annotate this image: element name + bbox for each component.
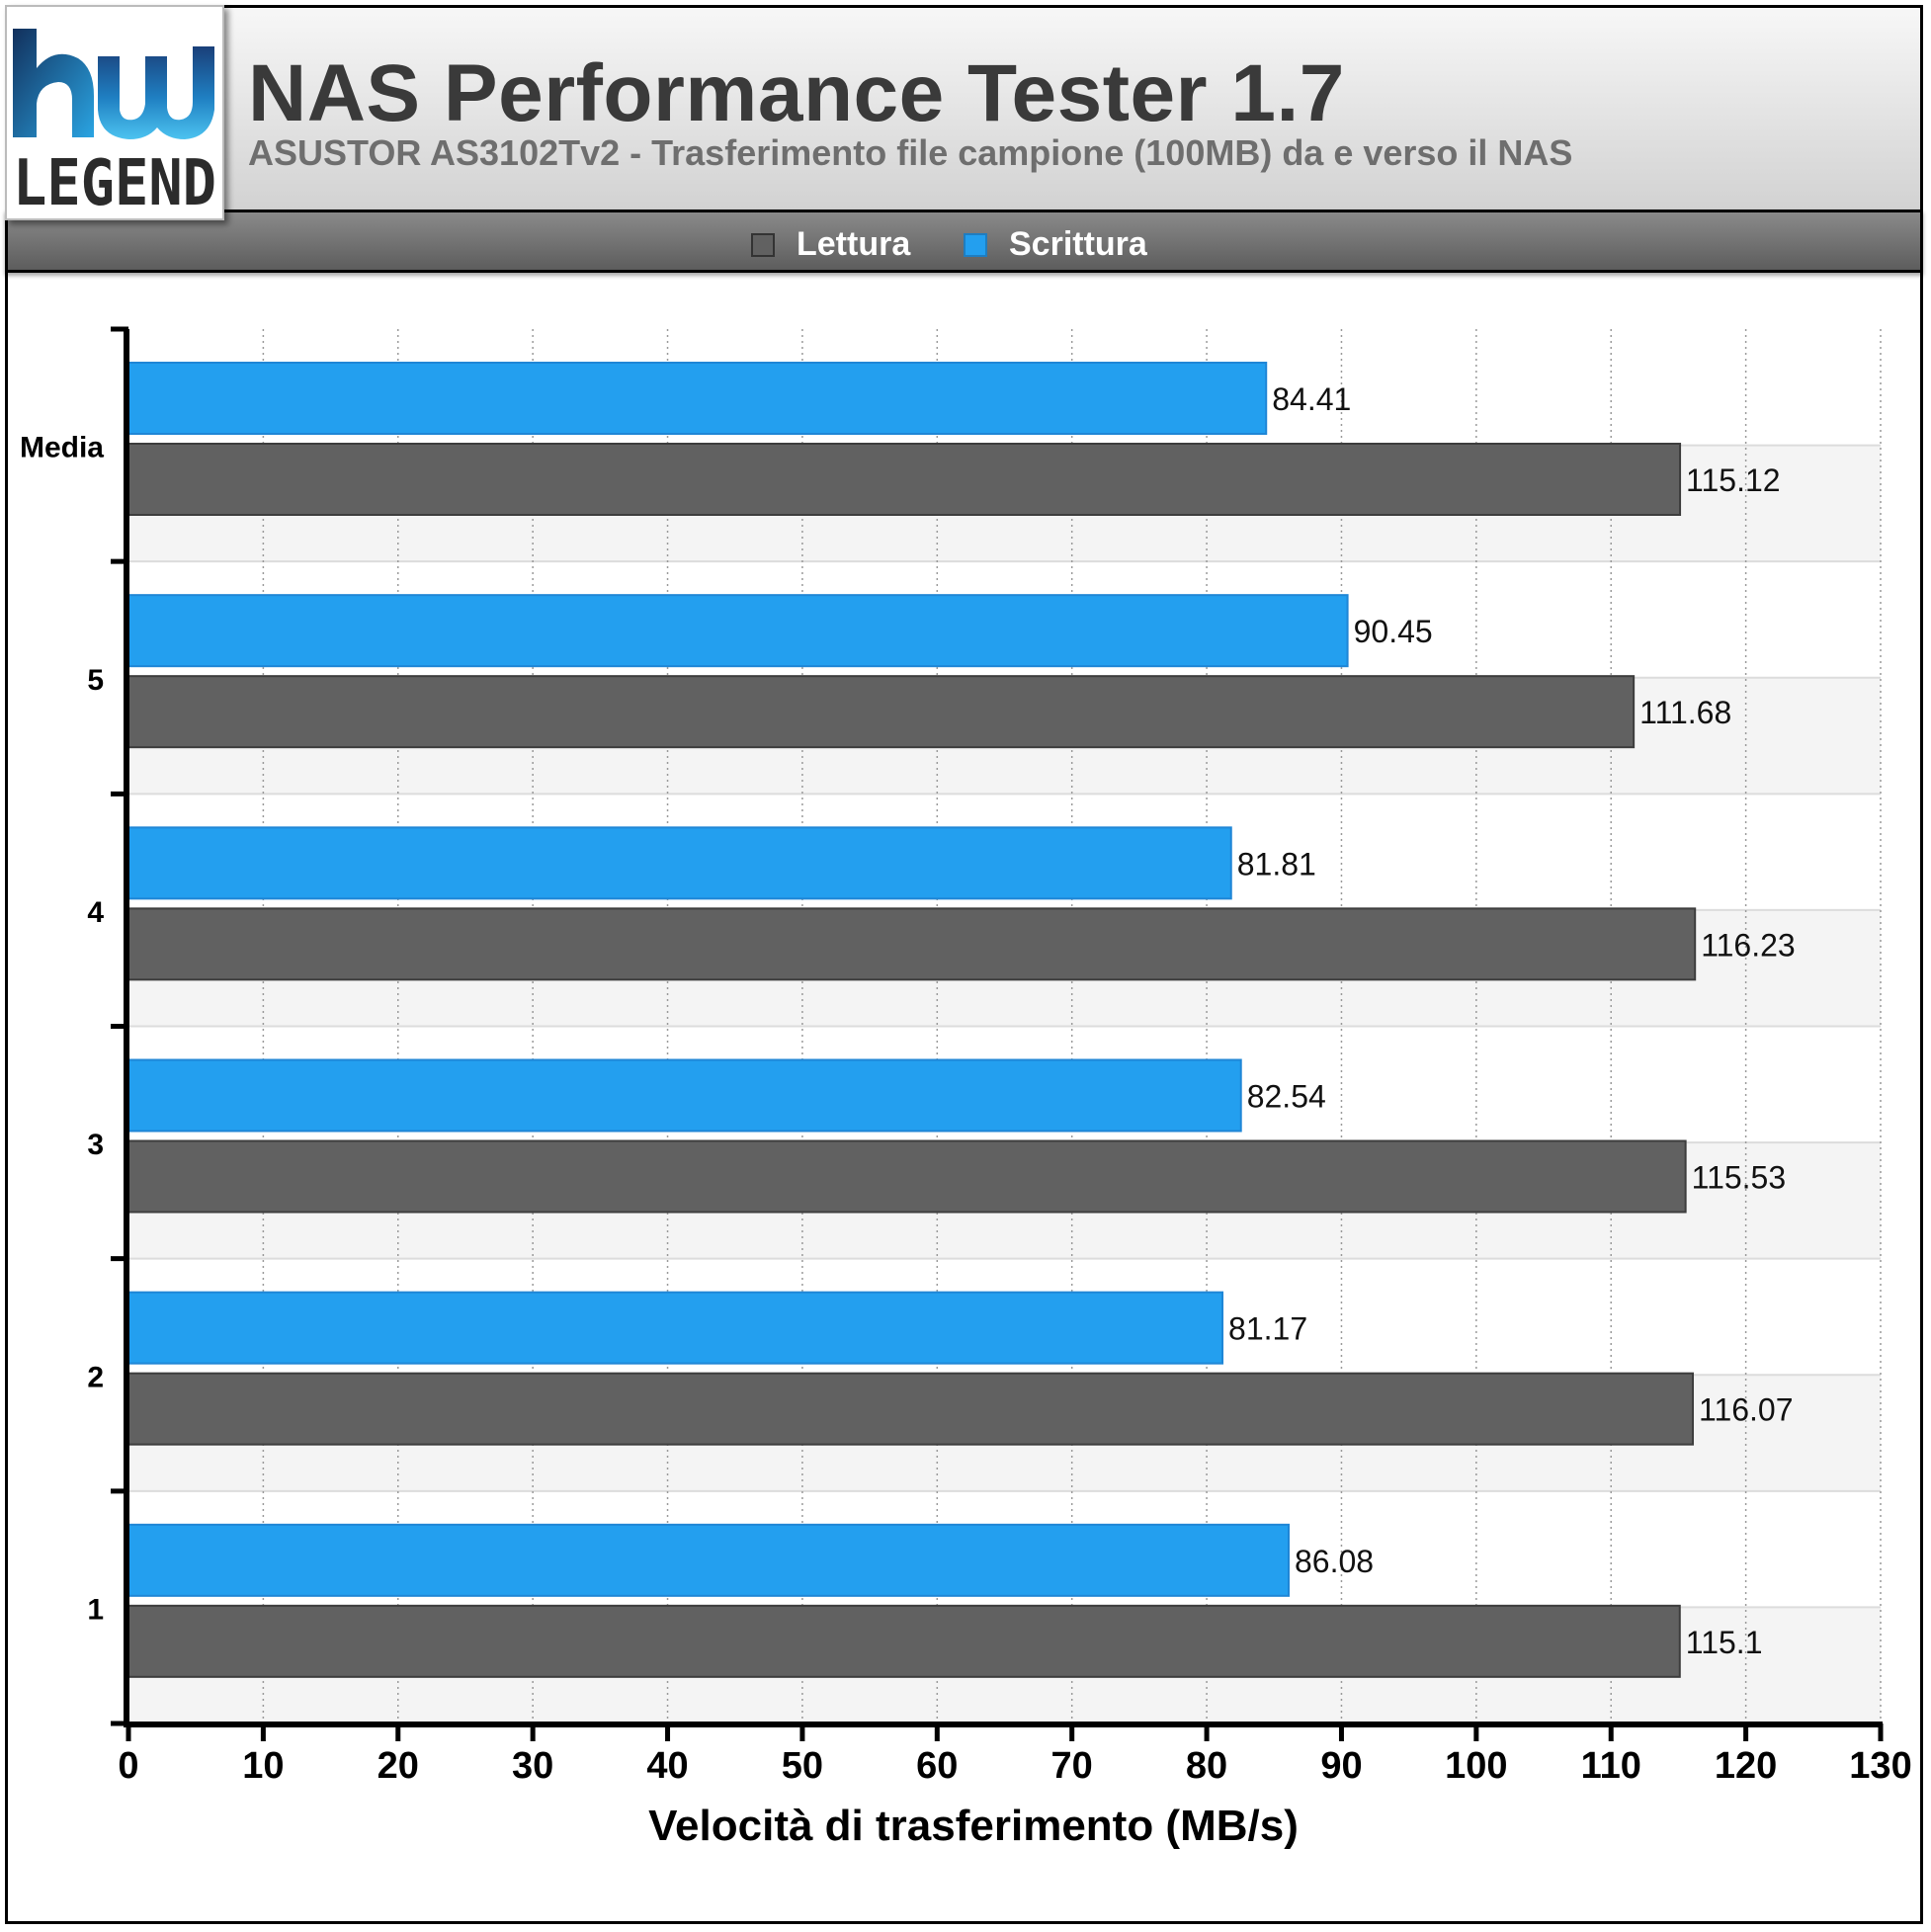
bar-scrittura <box>127 826 1232 900</box>
x-tick-label: 130 <box>1849 1745 1911 1787</box>
data-label-lettura: 115.1 <box>1686 1625 1763 1660</box>
bar-lettura <box>127 675 1636 749</box>
legend-label-scrittura: Scrittura <box>1009 225 1147 263</box>
hw-legend-logo: LEGEND <box>5 5 224 220</box>
legend-label-lettura: Lettura <box>797 225 911 263</box>
y-tick-label: 4 <box>87 896 104 929</box>
data-label-scrittura: 84.41 <box>1272 381 1351 417</box>
data-label-scrittura: 82.54 <box>1247 1079 1326 1115</box>
bar-lettura <box>127 907 1697 981</box>
data-label-lettura: 116.07 <box>1699 1392 1794 1428</box>
data-label-scrittura: 81.81 <box>1237 846 1316 882</box>
y-tick-label: 2 <box>87 1361 104 1393</box>
x-tick-label: 90 <box>1320 1745 1362 1787</box>
bar-scrittura <box>127 594 1349 668</box>
legend-swatch-lettura <box>751 232 775 257</box>
y-tick-label: Media <box>20 432 104 464</box>
x-tick-label: 100 <box>1445 1745 1507 1787</box>
x-tick-label: 40 <box>646 1745 688 1787</box>
y-tick-label: 5 <box>87 664 104 697</box>
bar-lettura <box>127 1139 1687 1214</box>
data-labels: 84.41 115.12 90.45 111.68 81.81 116.23 82.54 11… <box>1228 381 1796 1660</box>
data-label-scrittura: 86.08 <box>1295 1544 1374 1579</box>
bar-scrittura <box>127 1291 1224 1365</box>
logo-text: LEGEND <box>13 147 216 218</box>
x-tick-label: 0 <box>118 1745 138 1787</box>
data-label-scrittura: 90.45 <box>1354 614 1433 649</box>
y-tick-label: 3 <box>87 1129 104 1161</box>
legend-swatch-scrittura <box>964 232 987 257</box>
bars <box>127 362 1697 1678</box>
chart-subtitle: ASUSTOR AS3102Tv2 - Trasferimento file c… <box>248 132 1573 173</box>
bar-scrittura <box>127 362 1268 435</box>
bar-scrittura <box>127 1058 1242 1133</box>
data-label-scrittura: 81.17 <box>1228 1311 1307 1347</box>
chart-header: NAS Performance Tester 1.7 ASUSTOR AS310… <box>5 5 1923 210</box>
x-axis-label: Velocità di trasferimento (MB/s) <box>648 1802 1299 1850</box>
bar-lettura <box>127 1604 1681 1678</box>
chart-bands <box>128 329 1881 1723</box>
x-tick-label: 10 <box>242 1745 284 1787</box>
legend: Lettura Scrittura <box>5 210 1923 273</box>
x-tick-label: 70 <box>1051 1745 1093 1787</box>
data-label-lettura: 115.53 <box>1692 1160 1787 1196</box>
logo-graphic: LEGEND <box>13 29 216 218</box>
bar-lettura <box>127 443 1682 516</box>
chart-title: NAS Performance Tester 1.7 <box>248 48 1345 138</box>
gridlines <box>262 329 1882 1723</box>
data-label-lettura: 111.68 <box>1639 695 1731 730</box>
data-label-lettura: 115.12 <box>1686 462 1781 498</box>
x-tick-label: 120 <box>1715 1745 1777 1787</box>
bar-scrittura <box>127 1523 1290 1597</box>
x-tick-label: 110 <box>1581 1745 1641 1787</box>
x-tick-label: 50 <box>782 1745 823 1787</box>
x-tick-label: 20 <box>378 1745 419 1787</box>
data-label-lettura: 116.23 <box>1701 927 1796 963</box>
bar-lettura <box>127 1372 1695 1446</box>
y-tick-label: 1 <box>87 1593 104 1626</box>
x-tick-label: 80 <box>1186 1745 1227 1787</box>
x-tick-label: 30 <box>512 1745 553 1787</box>
legend-item-scrittura[interactable]: Scrittura <box>964 225 1147 264</box>
legend-item-lettura[interactable]: Lettura <box>751 225 910 264</box>
x-tick-label: 60 <box>916 1745 958 1787</box>
